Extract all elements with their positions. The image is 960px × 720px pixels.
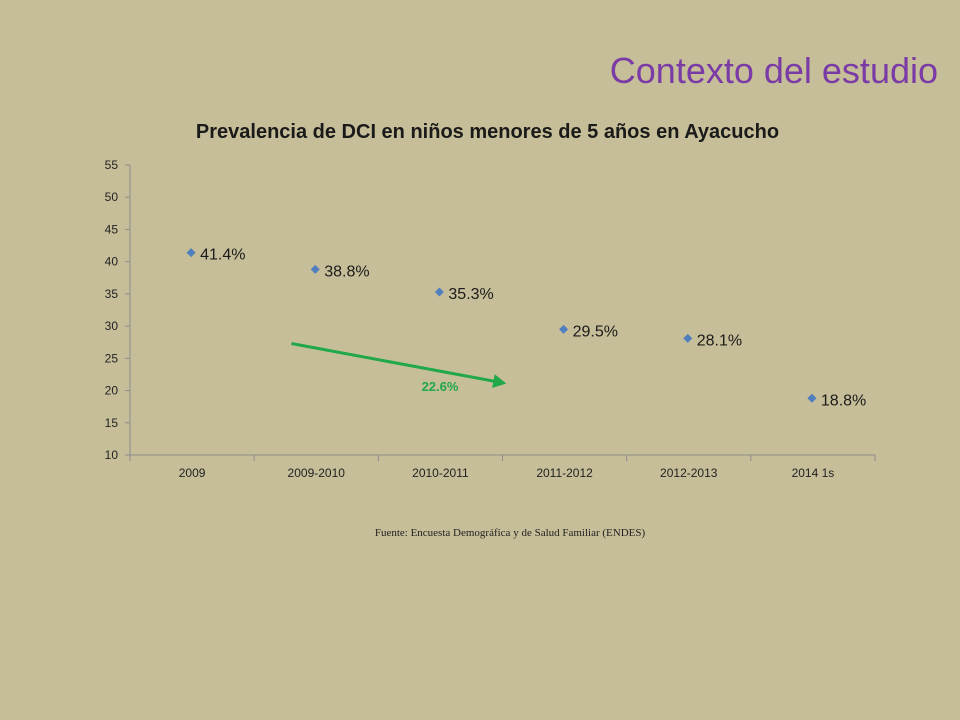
data-point	[186, 248, 196, 258]
data-label: 28.1%	[697, 332, 742, 349]
x-tick-label: 2012-2013	[660, 466, 718, 480]
data-label: 18.8%	[821, 392, 866, 409]
y-tick-label: 15	[105, 416, 119, 430]
y-tick-label: 30	[105, 319, 119, 333]
x-tick-label: 2011-2012	[536, 466, 593, 480]
y-tick-label: 35	[105, 287, 119, 301]
trend-arrow-line	[291, 342, 499, 384]
trend-arrow-label: 22.6%	[422, 379, 459, 394]
trend-annotation: 22.6%	[291, 342, 507, 394]
source-note: Fuente: Encuesta Demográfica y de Salud …	[374, 527, 646, 539]
data-point	[683, 333, 693, 343]
data-label: 35.3%	[448, 286, 493, 303]
data-point	[310, 264, 320, 274]
y-tick-label: 40	[105, 255, 119, 269]
data-label: 41.4%	[200, 247, 245, 264]
slide-title: Contexto del estudio	[609, 50, 938, 91]
y-tick-label: 55	[105, 158, 119, 172]
y-tick-label: 10	[105, 448, 119, 462]
x-tick-label: 2014 1s	[792, 466, 835, 480]
x-tick-label: 2010-2011	[412, 466, 469, 480]
chart-title: Prevalencia de DCI en niños menores de 5…	[195, 121, 780, 143]
x-tick-label: 2009	[179, 466, 206, 480]
data-point	[559, 324, 569, 334]
data-label: 29.5%	[573, 323, 618, 340]
x-axis: 2009 2009-2010 2010-2011 2011-2012 2012-2013…	[129, 454, 876, 480]
data-points: 41.4% 38.8% 35.3% 29.5% 28.1% 18.8%	[186, 247, 866, 409]
data-point	[434, 287, 444, 297]
y-axis: 10 15 20 25 30 35 40 45 50 55	[105, 158, 131, 462]
data-label: 38.8%	[324, 263, 369, 280]
y-tick-label: 45	[105, 222, 119, 236]
trend-arrow-head	[492, 374, 507, 388]
data-point	[807, 393, 817, 403]
x-tick-label: 2009-2010	[288, 466, 346, 480]
y-tick-label: 20	[105, 384, 119, 398]
y-tick-label: 50	[105, 190, 119, 204]
y-tick-label: 25	[105, 351, 119, 365]
